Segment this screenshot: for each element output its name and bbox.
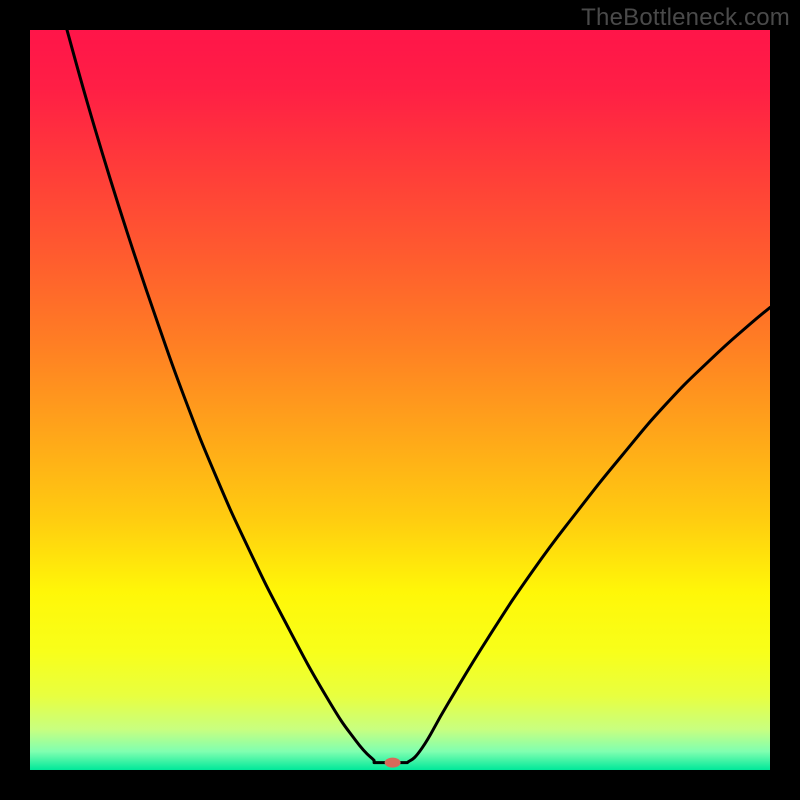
plot-background	[30, 30, 770, 770]
chart-svg	[0, 0, 800, 800]
optimal-point-marker	[385, 758, 401, 768]
bottleneck-chart: TheBottleneck.com	[0, 0, 800, 800]
